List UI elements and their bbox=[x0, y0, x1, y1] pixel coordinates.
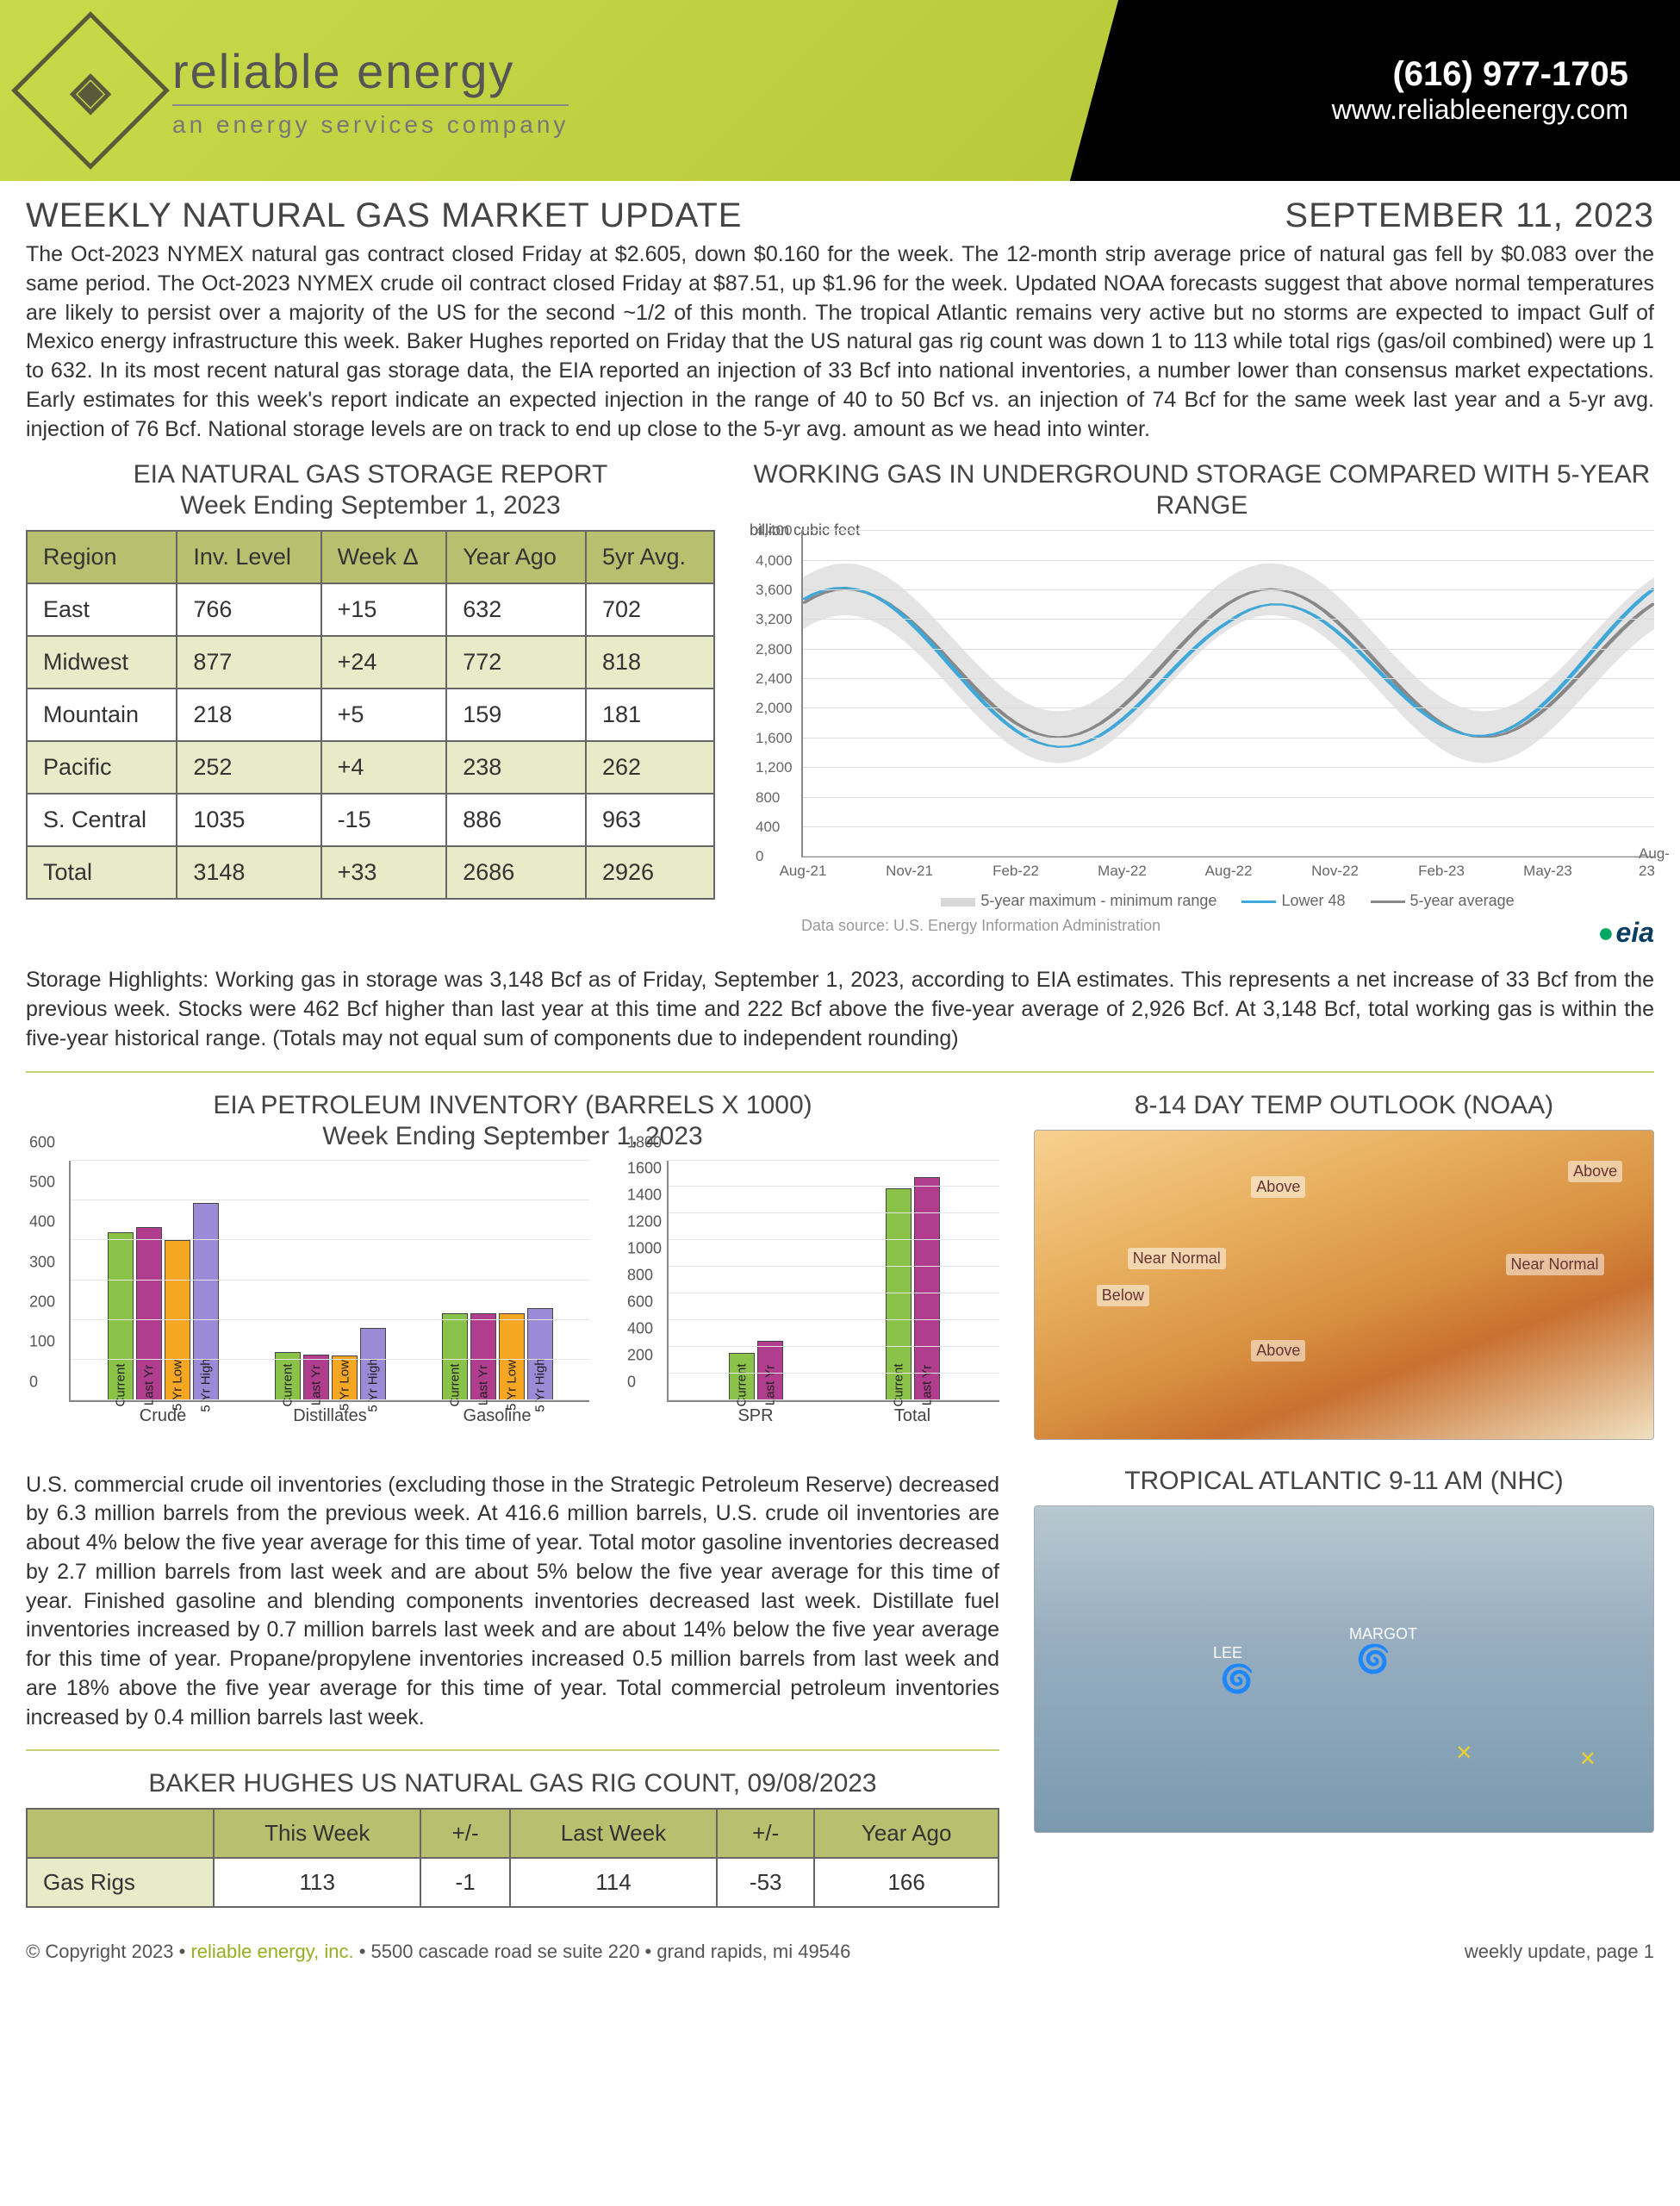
storage-col-header: Week Δ bbox=[321, 531, 447, 583]
table-row: Mountain218+5159181 bbox=[27, 689, 714, 741]
report-title: WEEKLY NATURAL GAS MARKET UPDATE bbox=[26, 196, 742, 235]
rig-count-table: This Week+/-Last Week+/-Year Ago Gas Rig… bbox=[26, 1808, 999, 1908]
storage-chart-title: WORKING GAS IN UNDERGROUND STORAGE COMPA… bbox=[750, 459, 1654, 521]
table-row: Pacific252+4238262 bbox=[27, 741, 714, 794]
temp-outlook-title: 8-14 DAY TEMP OUTLOOK (NOAA) bbox=[1034, 1090, 1654, 1121]
hurricane-icon: 🌀 bbox=[1220, 1662, 1254, 1695]
footer-page: weekly update, page 1 bbox=[1465, 1941, 1654, 1963]
storage-chart: billion cubic feet 04008001,2001,6002,00… bbox=[750, 530, 1654, 909]
petroleum-text: U.S. commercial crude oil inventories (e… bbox=[26, 1471, 999, 1733]
phone-number: (616) 977-1705 bbox=[1392, 55, 1628, 94]
brand-block: reliable energy an energy services compa… bbox=[172, 43, 569, 139]
tropical-title: TROPICAL ATLANTIC 9-11 AM (NHC) bbox=[1034, 1466, 1654, 1497]
rig-count-title: BAKER HUGHES US NATURAL GAS RIG COUNT, 0… bbox=[26, 1768, 999, 1799]
temp-outlook-map: Above Above Near Normal Near Normal Belo… bbox=[1034, 1130, 1654, 1440]
logo-icon: ◈ bbox=[11, 11, 170, 170]
storage-chart-source: Data source: U.S. Energy Information Adm… bbox=[801, 917, 1654, 935]
tropical-map: 🌀 LEE 🌀 MARGOT ✕ ✕ bbox=[1034, 1505, 1654, 1833]
header: ◈ reliable energy an energy services com… bbox=[0, 0, 1680, 181]
separator bbox=[26, 1071, 1654, 1073]
eia-logo-icon: eia bbox=[1597, 917, 1654, 949]
storage-col-header: Year Ago bbox=[446, 531, 586, 583]
storage-col-header: Region bbox=[27, 531, 177, 583]
hurricane-icon: 🌀 bbox=[1356, 1642, 1391, 1675]
footer-left: © Copyright 2023 • reliable energy, inc.… bbox=[26, 1941, 850, 1963]
storage-highlights: Storage Highlights: Working gas in stora… bbox=[26, 966, 1654, 1053]
footer: © Copyright 2023 • reliable energy, inc.… bbox=[0, 1925, 1680, 1979]
brand-tagline: an energy services company bbox=[172, 111, 569, 139]
report-date: SEPTEMBER 11, 2023 bbox=[1285, 196, 1654, 235]
storage-table-title: EIA NATURAL GAS STORAGE REPORT Week Endi… bbox=[26, 459, 715, 521]
brand-name: reliable energy bbox=[172, 43, 569, 106]
storage-table: RegionInv. LevelWeek ΔYear Ago5yr Avg. E… bbox=[26, 530, 715, 900]
storage-col-header: 5yr Avg. bbox=[586, 531, 714, 583]
storage-chart-legend: 5-year maximum - minimum range Lower 48 … bbox=[801, 892, 1654, 910]
table-row: S. Central1035-15886963 bbox=[27, 794, 714, 846]
header-right: (616) 977-1705 www.reliableenergy.com bbox=[1146, 0, 1680, 181]
title-row: WEEKLY NATURAL GAS MARKET UPDATE SEPTEMB… bbox=[0, 181, 1680, 240]
table-row: Midwest877+24772818 bbox=[27, 636, 714, 689]
website-url: www.reliableenergy.com bbox=[1332, 94, 1628, 126]
separator-2 bbox=[26, 1749, 999, 1751]
header-left: ◈ reliable energy an energy services com… bbox=[0, 0, 1146, 181]
table-row: East766+15632702 bbox=[27, 583, 714, 636]
intro-paragraph: The Oct-2023 NYMEX natural gas contract … bbox=[26, 240, 1654, 444]
petroleum-charts: CurrentLast Yr5 Yr Low5 Yr HighCrudeCurr… bbox=[26, 1161, 999, 1454]
storage-col-header: Inv. Level bbox=[177, 531, 320, 583]
table-row: Total3148+3326862926 bbox=[27, 846, 714, 899]
petroleum-title: EIA PETROLEUM INVENTORY (BARRELS X 1000)… bbox=[26, 1090, 999, 1152]
